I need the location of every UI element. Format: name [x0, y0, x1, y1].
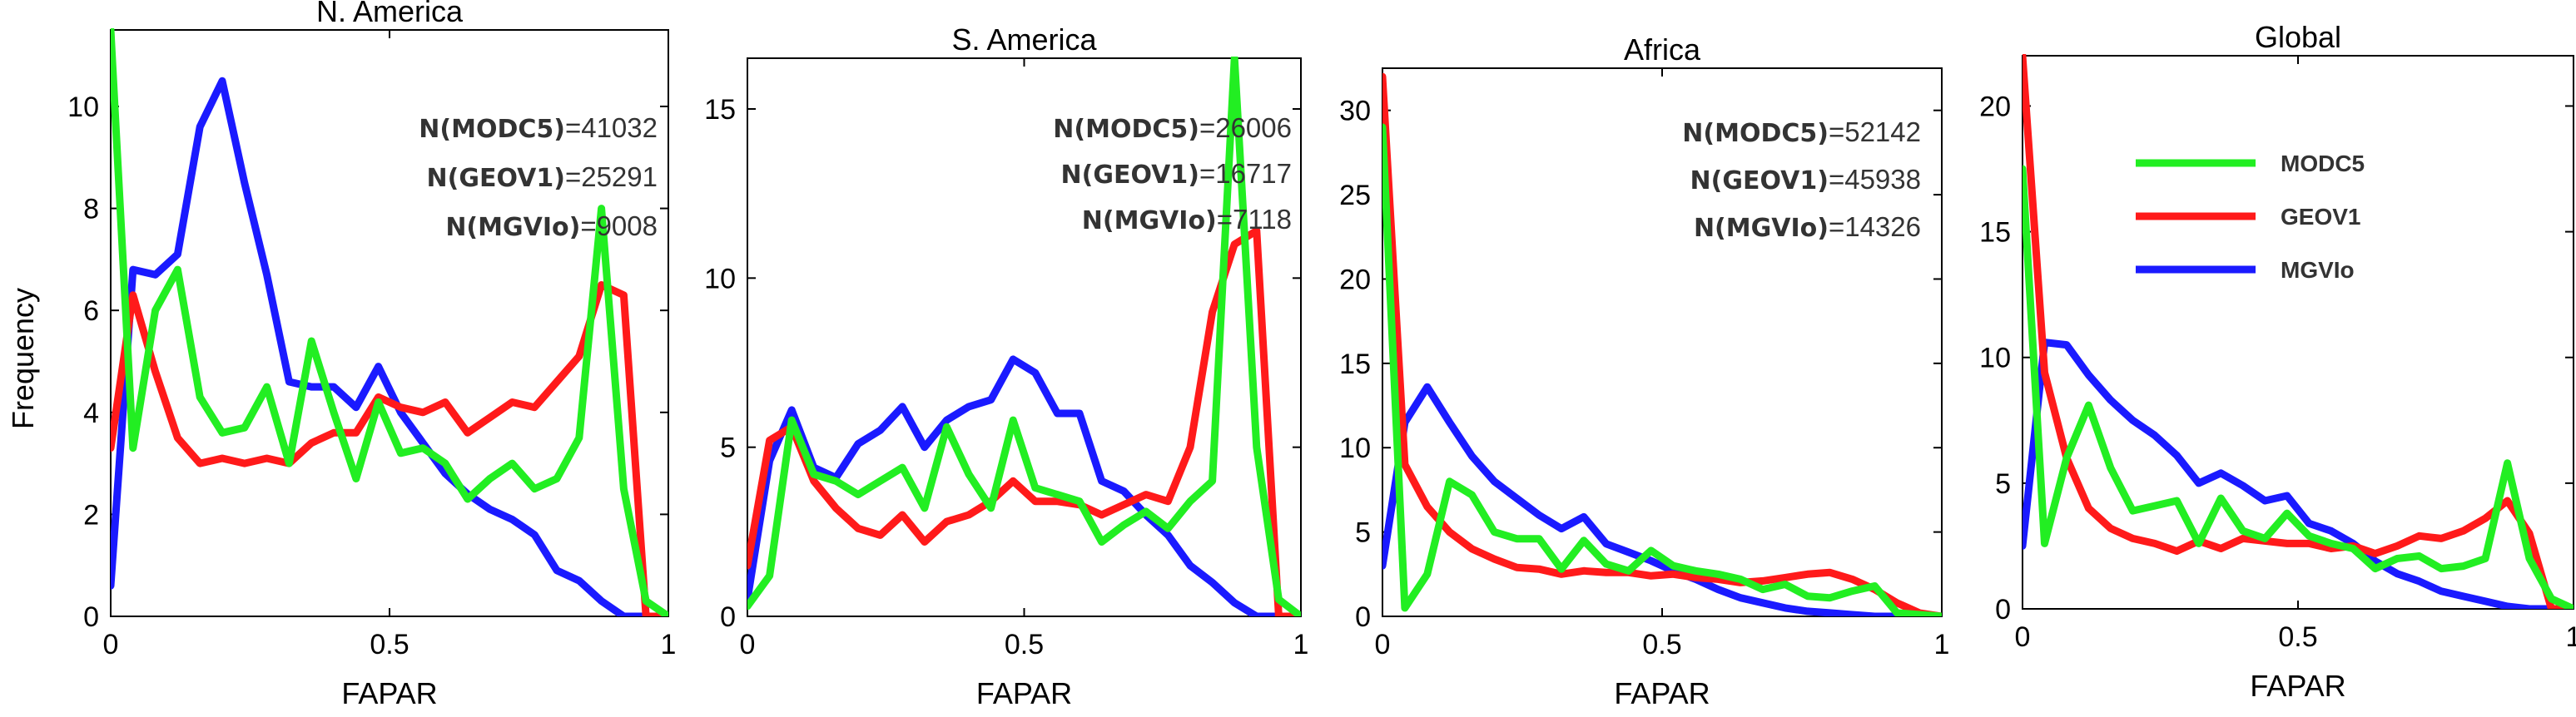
count-value: =26006	[1199, 112, 1292, 143]
series-line-modc5	[2023, 165, 2574, 609]
legend-label: MODC5	[2281, 151, 2365, 176]
count-value: =25291	[565, 161, 658, 192]
chart-title: N. America	[316, 0, 464, 28]
count-value: =41032	[565, 112, 658, 143]
series-line-mgvio	[1382, 383, 1942, 616]
series-line-modc5	[111, 28, 668, 616]
y-tick-label: 5	[1995, 468, 2011, 500]
x-tick-label: 0.5	[1005, 629, 1044, 660]
chart-title: Global	[2255, 20, 2341, 54]
y-tick-label: 20	[1339, 264, 1371, 295]
count-label: N(MODC5)	[1682, 119, 1829, 148]
x-tick-label: 0	[2015, 621, 2031, 653]
x-tick-label: 0	[740, 629, 756, 660]
count-label: N(MODC5)	[419, 115, 565, 144]
legend-label: MGVIo	[2281, 257, 2355, 283]
y-tick-label: 30	[1339, 96, 1371, 127]
y-tick-label: 15	[704, 94, 736, 126]
y-tick-label: 0	[83, 601, 99, 633]
series-line-modc5	[1382, 123, 1942, 616]
count-label: N(GEOV1)	[1690, 166, 1829, 195]
chart-title: S. America	[951, 22, 1097, 57]
count-label: N(MGVIo)	[1694, 214, 1829, 243]
y-tick-label: 4	[83, 398, 99, 429]
x-tick-label: 0	[1375, 629, 1391, 660]
y-tick-label: 25	[1339, 180, 1371, 211]
chart-panel: Global 0 0.5 1 FAPAR 0 5 10 15 20 MODC5 GEOV1 MGVIo	[1979, 20, 2576, 703]
sample-count-annotation: N(GEOV1)=25291	[427, 161, 658, 193]
y-tick-label: 6	[83, 295, 99, 327]
y-tick-label: 8	[83, 194, 99, 225]
y-tick-label: 0	[1995, 594, 2011, 626]
y-tick-label: 2	[83, 499, 99, 531]
sample-count-annotation: N(MODC5)=52142	[1682, 116, 1921, 148]
series-line-modc5	[747, 57, 1301, 616]
y-tick-label: 10	[1339, 433, 1371, 464]
count-value: =9008	[580, 210, 658, 241]
count-value: =16717	[1199, 158, 1292, 189]
y-tick-label: 15	[1339, 349, 1371, 380]
x-tick-label: 0.5	[370, 629, 409, 660]
sample-count-annotation: N(GEOV1)=16717	[1061, 158, 1292, 190]
chart-title: Africa	[1624, 32, 1701, 67]
y-tick-label: 10	[704, 263, 736, 294]
plot-frame	[1382, 67, 1943, 617]
y-tick-label: 20	[1979, 91, 2011, 122]
count-value: =45938	[1829, 164, 1921, 195]
count-value: =7118	[1217, 204, 1292, 235]
count-label: N(MGVIo)	[1082, 206, 1217, 235]
x-tick-label: 1	[2566, 621, 2576, 653]
count-label: N(GEOV1)	[427, 164, 565, 193]
x-tick-label: 1	[661, 629, 677, 660]
sample-count-annotation: N(MODC5)=41032	[419, 112, 658, 144]
series-line-mgvio	[747, 355, 1301, 616]
y-tick-label: 5	[1355, 517, 1371, 549]
sample-count-annotation: N(MGVIo)=14326	[1694, 211, 1921, 243]
x-tick-label: 0	[103, 629, 119, 660]
series-line-geov1	[747, 226, 1301, 616]
series-line-mgvio	[111, 77, 668, 616]
y-tick-label: 15	[1979, 217, 2011, 249]
count-value: =52142	[1829, 116, 1921, 147]
series-line-geov1	[111, 281, 668, 616]
x-tick-label: 1	[1934, 629, 1950, 660]
x-tick-label: 1	[1293, 629, 1309, 660]
chart-panel: S. America 0 0.5 1 FAPAR 0 5 10 15 N(MODC5)=26006…	[704, 22, 1308, 710]
y-tick-label: 5	[720, 433, 736, 464]
x-axis-label: FAPAR	[1614, 676, 1710, 710]
y-tick-label: 0	[720, 601, 736, 633]
x-tick-label: 0.5	[1642, 629, 1681, 660]
legend-label: GEOV1	[2281, 204, 2360, 230]
series-line-geov1	[2023, 54, 2574, 609]
chart-panel: Africa 0 0.5 1 FAPAR 0 5 10 15 20 25 30 N(MODC5)=521…	[1339, 32, 1949, 710]
x-axis-label: FAPAR	[341, 676, 437, 710]
chart-panel: N. America 0 0.5 1 FAPAR 0 2 4 6 8 10 N(MODC5)=4103…	[67, 0, 676, 710]
x-axis-label: FAPAR	[2250, 669, 2345, 703]
sample-count-annotation: N(MODC5)=26006	[1053, 112, 1292, 144]
y-tick-label: 10	[1979, 343, 2011, 374]
x-axis-label: FAPAR	[976, 676, 1072, 710]
count-label: N(MGVIo)	[445, 213, 580, 242]
series-line-mgvio	[2023, 339, 2574, 609]
sample-count-annotation: N(MGVIo)=7118	[1082, 204, 1292, 235]
sample-count-annotation: N(MGVIo)=9008	[445, 210, 658, 242]
x-tick-label: 0.5	[2278, 621, 2317, 653]
count-label: N(GEOV1)	[1061, 161, 1199, 190]
y-tick-label: 0	[1355, 601, 1371, 633]
sample-count-annotation: N(GEOV1)=45938	[1690, 164, 1921, 195]
series-line-geov1	[1382, 72, 1942, 616]
y-tick-label: 10	[67, 91, 99, 123]
count-label: N(MODC5)	[1053, 115, 1199, 144]
count-value: =14326	[1829, 211, 1921, 242]
